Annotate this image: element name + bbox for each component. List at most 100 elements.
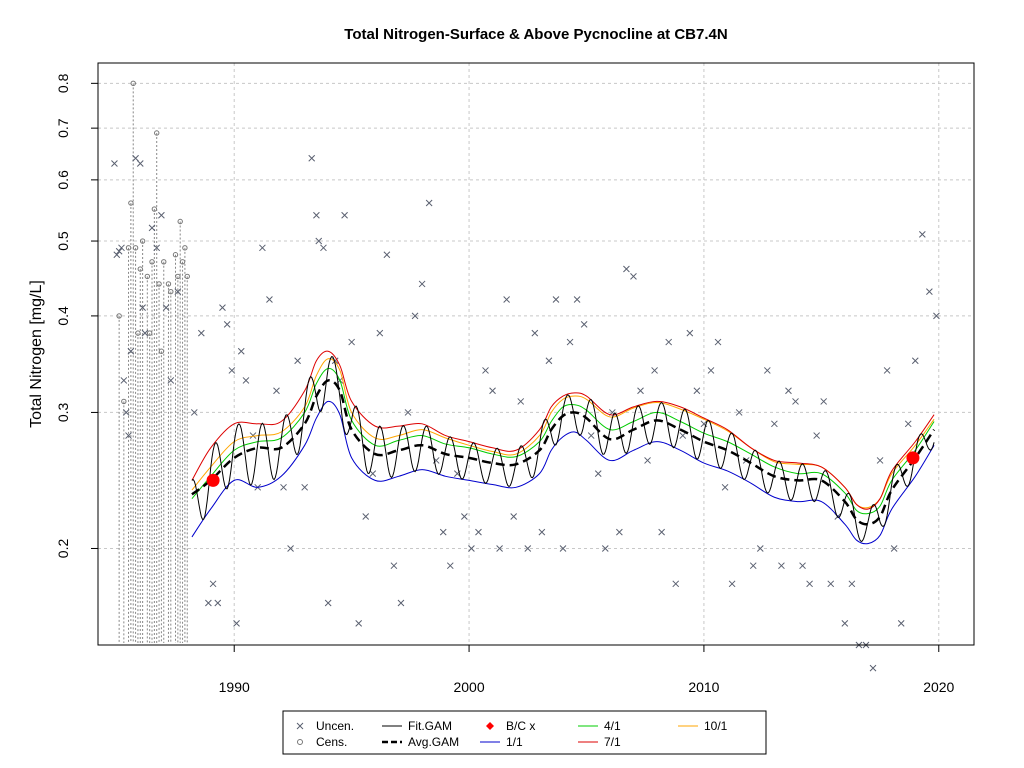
legend-box (282, 710, 767, 755)
uncensored-point (735, 409, 743, 416)
uncensored-point (785, 387, 792, 395)
series-line-avg-gam (191, 379, 936, 526)
x-tick-label: 2010 (688, 679, 719, 695)
uncensored-point (517, 398, 525, 405)
chart-title: Total Nitrogen-Surface & Above Pycnoclin… (344, 26, 727, 43)
uncensored-point (489, 387, 496, 395)
uncensored-point (383, 251, 391, 259)
legend-label: 1/1 (506, 735, 523, 749)
uncensored-point (125, 432, 132, 439)
y-tick-label: 0.6 (55, 170, 71, 190)
censored-point (168, 288, 174, 295)
y-tick-label: 0.8 (55, 73, 71, 93)
series-line-7-1 (191, 350, 935, 510)
uncensored-point (113, 251, 121, 259)
censored-point (139, 238, 146, 244)
uncensored-point (301, 483, 309, 491)
uncensored-point (219, 304, 226, 311)
uncensored-point (820, 398, 828, 405)
uncensored-point (482, 367, 489, 374)
censored-points (116, 80, 190, 643)
uncensored-point (205, 599, 212, 607)
uncensored-point (122, 409, 130, 416)
uncensored-point (148, 224, 156, 232)
uncensored-point (266, 296, 273, 303)
legend-label: 4/1 (604, 719, 621, 733)
uncensored-point (242, 377, 250, 384)
uncensored-point (623, 265, 630, 273)
uncensored-point (446, 562, 454, 570)
uncensored-point (214, 599, 222, 607)
uncensored-point (315, 237, 323, 245)
uncensored-point (209, 580, 217, 588)
uncensored-point (308, 154, 316, 162)
bc-points (206, 451, 920, 487)
legend-label: 10/1 (704, 719, 728, 733)
uncensored-point (111, 160, 118, 167)
uncensored-point (749, 562, 757, 570)
legend-label: Uncen. (316, 719, 354, 733)
uncensored-point (355, 619, 363, 627)
uncensored-point (686, 329, 694, 337)
legend-swatch (486, 722, 494, 730)
uncensored-point (559, 545, 567, 552)
uncensored-point (411, 312, 419, 320)
uncensored-point (778, 562, 785, 570)
legend-label: 7/1 (604, 735, 621, 749)
uncensored-point (259, 244, 266, 252)
uncensored-point (228, 367, 236, 374)
uncensored-point (911, 357, 919, 365)
uncensored-point (115, 247, 123, 255)
uncensored-point (287, 545, 294, 552)
censored-point (146, 330, 153, 336)
uncensored-point (658, 528, 665, 536)
y-tick-label: 0.3 (55, 402, 71, 422)
uncensored-point (531, 329, 539, 337)
legend-label: Fit.GAM (408, 719, 452, 733)
legend-label: Avg.GAM (408, 735, 459, 749)
uncensored-point (693, 387, 701, 395)
legend-swatch (297, 739, 303, 745)
uncensored-point (630, 273, 637, 280)
uncensored-point (651, 367, 658, 374)
legend-label: B/C x (506, 719, 535, 733)
uncensored-point (223, 321, 231, 328)
uncensored-point (233, 619, 240, 627)
censored-point (116, 313, 122, 319)
censored-point (128, 200, 134, 206)
series-lines (191, 350, 936, 545)
uncensored-point (890, 545, 898, 552)
uncensored-point (390, 562, 398, 570)
uncensored-point (601, 545, 609, 552)
uncensored-point (869, 664, 877, 672)
uncensored-point (320, 244, 327, 252)
censored-point (165, 281, 172, 287)
uncensored-point (468, 545, 475, 552)
censored-point (130, 80, 136, 87)
censored-point (132, 245, 139, 251)
censored-point (121, 398, 127, 405)
uncensored-point (552, 296, 560, 303)
uncensored-point (510, 513, 518, 520)
uncensored-point (714, 338, 722, 346)
censored-point (154, 130, 160, 136)
legend-label: Cens. (316, 735, 347, 749)
uncensored-point (926, 288, 933, 295)
uncensored-point (158, 211, 165, 219)
uncensored-point (707, 367, 715, 374)
uncensored-point (249, 432, 257, 439)
uncensored-point (376, 329, 384, 337)
uncensored-point (524, 545, 532, 552)
y-tick-label: 0.5 (55, 231, 71, 251)
uncensored-point (904, 420, 912, 428)
uncensored-point (237, 347, 245, 355)
uncensored-point (573, 296, 581, 303)
uncensored-point (728, 580, 736, 588)
censored-point (161, 259, 167, 265)
uncensored-point (848, 580, 856, 588)
uncensored-point (792, 398, 799, 405)
uncensored-point (594, 470, 602, 477)
censored-point (144, 273, 151, 280)
uncensored-point (580, 321, 588, 328)
series-line-fit-gam (191, 356, 935, 543)
